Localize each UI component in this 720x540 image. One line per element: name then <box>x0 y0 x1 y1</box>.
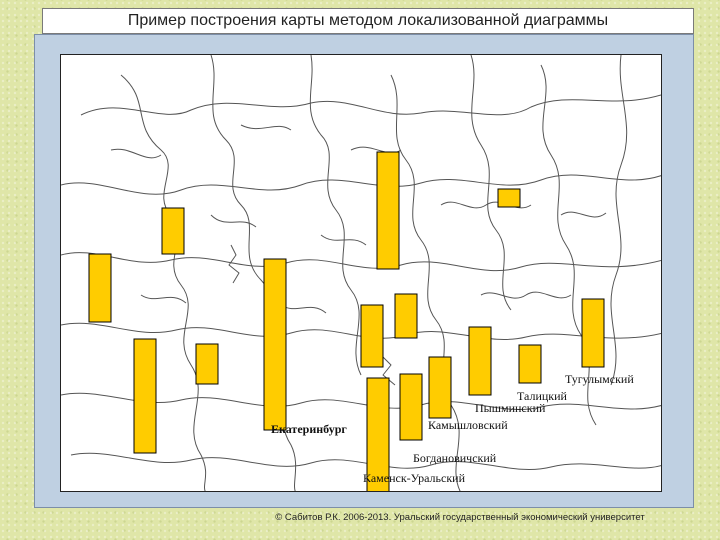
district-map: Тугулымский Талицкий Пышминский Камышлов… <box>61 55 661 491</box>
bar-bogdanovichsky <box>399 373 423 441</box>
district-bars <box>88 151 605 491</box>
bar-yekaterinburg <box>263 258 287 431</box>
bar-western-district <box>88 253 112 323</box>
label-tugulymsky: Тугулымский <box>565 372 634 386</box>
label-kamyshlovsky: Камышловский <box>428 418 508 432</box>
label-talitsky: Талицкий <box>517 389 568 403</box>
label-pyshminsky: Пышминский <box>475 401 546 415</box>
bar-southwest-district <box>133 338 157 454</box>
copyright-text: © Сабитов Р.К. 2006-2013. Уральский госу… <box>275 512 645 523</box>
bar-central-district <box>360 304 384 368</box>
bar-central-east-district <box>394 293 418 339</box>
slide-title-text: Пример построения карты методом локализо… <box>127 12 609 29</box>
bar-kamyshlovsky <box>428 356 452 419</box>
label-yekaterinburg: Екатеринбург <box>271 422 347 436</box>
bar-pyshminsky <box>468 326 492 396</box>
bar-northwest-district <box>161 207 185 255</box>
label-kamensk-uralsky: Каменск-Уральский <box>363 471 466 485</box>
bar-talitsky <box>518 344 542 384</box>
bar-tugulymsky <box>581 298 605 368</box>
district-label-group: Тугулымский Талицкий Пышминский Камышлов… <box>271 372 634 485</box>
bar-south-central-district <box>195 343 219 385</box>
bar-northern-district <box>376 151 400 270</box>
copyright-footer: © Сабитов Р.К. 2006-2013. Уральский госу… <box>200 512 720 523</box>
bar-kamensk-uralsky <box>366 377 390 491</box>
bar-northeast-district <box>497 188 521 208</box>
slide-title: Пример построения карты методом локализо… <box>42 8 694 34</box>
map-frame: Тугулымский Талицкий Пышминский Камышлов… <box>60 54 662 492</box>
label-bogdanovichsky: Богдановичский <box>413 451 497 465</box>
